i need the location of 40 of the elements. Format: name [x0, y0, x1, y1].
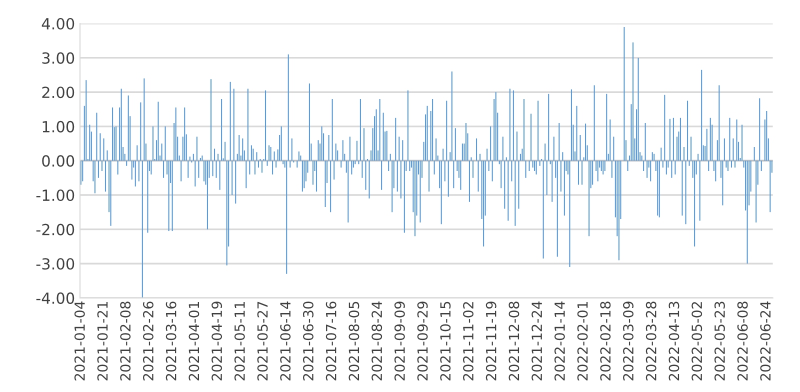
x-tick-label: 2021-09-29 — [417, 302, 428, 380]
x-tick-label: 2022-03-09 — [623, 302, 634, 380]
x-tick-label: 2021-07-16 — [326, 302, 336, 380]
y-tick-label: 3.00 — [42, 52, 74, 64]
x-tick-label: 2021-12-08 — [508, 302, 520, 380]
x-tick-label: 2021-12-24 — [532, 301, 542, 380]
x-tick-label: 2021-11-02 — [463, 302, 474, 380]
x-tick-label: 2022-01-14 — [554, 301, 565, 380]
y-tick-label: 0.00 — [42, 155, 74, 167]
x-tick-label: 2022-04-13 — [668, 302, 680, 380]
x-tick-label: 2021-02-08 — [120, 302, 131, 380]
x-tick-label: 2021-01-04 — [74, 301, 85, 380]
y-tick-label: -3.00 — [36, 258, 74, 270]
x-tick-label: 2021-11-19 — [486, 302, 496, 380]
x-tick-label: 2022-06-08 — [737, 302, 748, 380]
x-tick-label: 2021-08-24 — [372, 301, 382, 380]
x-tick-label: 2022-02-18 — [600, 302, 611, 380]
x-tick-label: 2021-05-11 — [234, 302, 245, 380]
x-tick-label: 2021-06-30 — [302, 302, 314, 380]
x-tick-label: 2022-06-24 — [760, 301, 771, 380]
x-tick-label: 2021-05-27 — [257, 302, 268, 380]
y-tick-label: -4.00 — [36, 292, 74, 304]
x-tick-label: 2021-02-26 — [142, 302, 154, 380]
x-tick-label: 2021-01-21 — [97, 302, 108, 380]
y-tick-label: 1.00 — [42, 120, 74, 132]
x-tick-label: 2022-05-23 — [714, 302, 725, 380]
x-tick-label: 2021-10-15 — [440, 302, 451, 380]
x-tick-label: 2021-06-14 — [280, 301, 291, 380]
y-tick-label: 2.00 — [42, 86, 74, 98]
x-tick-label: 2021-03-16 — [166, 302, 176, 380]
x-tick-label: 2021-04-19 — [212, 302, 222, 380]
x-tick-label: 2022-05-02 — [692, 302, 702, 380]
y-tick-label: 4.00 — [42, 18, 74, 30]
y-tick-label: -2.00 — [36, 224, 74, 236]
x-tick-label: 2021-08-05 — [348, 302, 360, 380]
x-tick-label: 2021-04-01 — [188, 302, 200, 380]
x-tick-label: 2022-03-28 — [646, 302, 656, 380]
y-tick-label: -1.00 — [36, 189, 74, 202]
x-tick-label: 2022-02-01 — [577, 302, 588, 380]
x-tick-label: 2021-09-09 — [394, 302, 405, 380]
